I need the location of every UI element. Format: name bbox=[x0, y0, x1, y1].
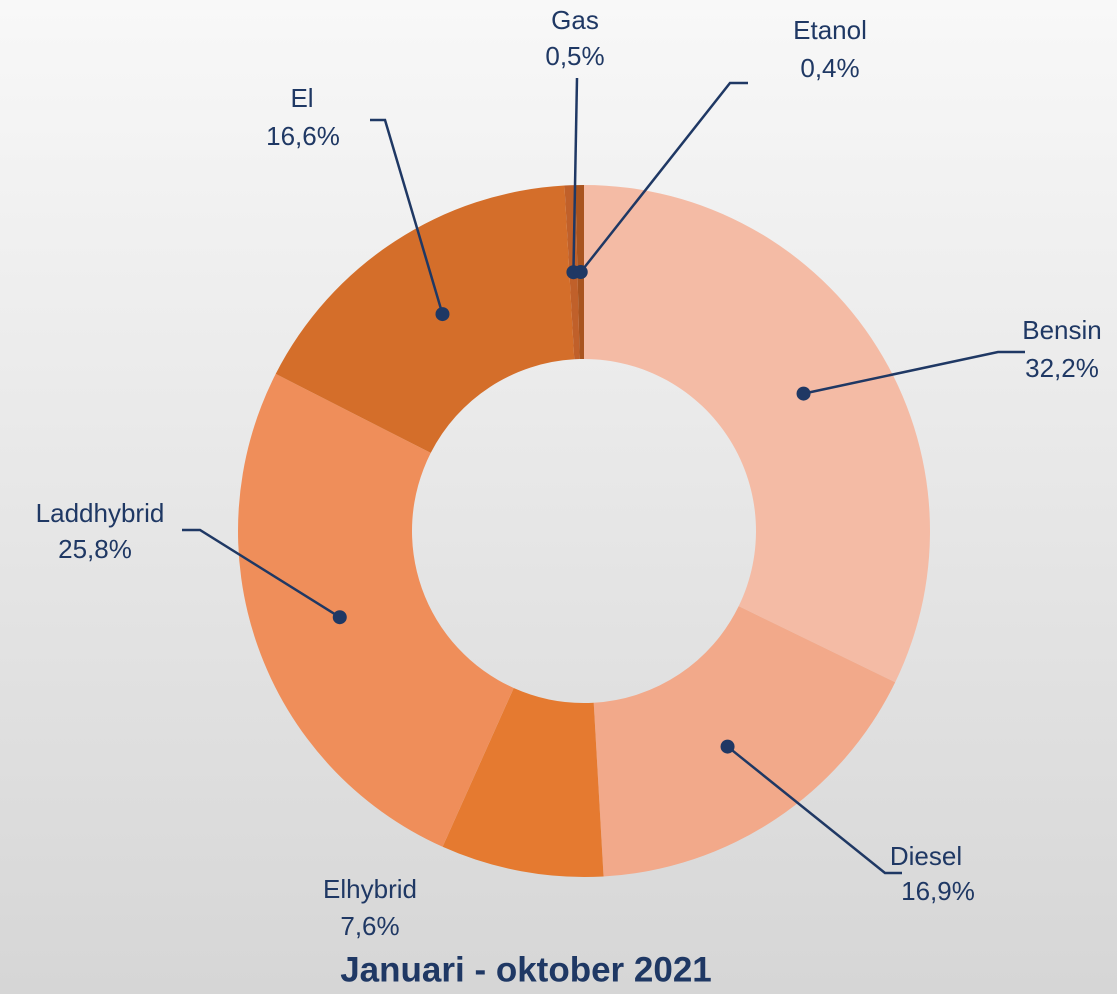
value-label: 16,6% bbox=[266, 121, 340, 151]
donut-slice bbox=[584, 185, 930, 683]
value-label: 0,4% bbox=[800, 53, 859, 83]
donut-slice bbox=[237, 373, 514, 847]
value-label: 7,6% bbox=[340, 911, 399, 941]
leader-line bbox=[803, 350, 1025, 395]
leader-line bbox=[572, 77, 579, 273]
leader-line bbox=[726, 745, 902, 875]
slice-label: El bbox=[290, 83, 313, 113]
leader-line bbox=[579, 81, 748, 273]
leader-line bbox=[182, 528, 341, 619]
donut-slice bbox=[275, 185, 575, 453]
leader-dot bbox=[796, 386, 811, 401]
slice-label: Gas bbox=[551, 5, 599, 35]
leader-dot bbox=[720, 739, 735, 754]
leader-dot bbox=[435, 307, 450, 322]
slice-label: Diesel bbox=[890, 841, 962, 871]
slice-label: Elhybrid bbox=[323, 874, 417, 904]
leader-dot bbox=[573, 265, 588, 280]
slice-label: Etanol bbox=[793, 15, 867, 45]
donut-slice bbox=[593, 606, 896, 877]
value-label: 32,2% bbox=[1025, 353, 1099, 383]
leader-line bbox=[370, 118, 444, 315]
slice-label: Bensin bbox=[1022, 315, 1102, 345]
chart-title: Januari - oktober 2021 bbox=[340, 950, 712, 989]
value-label: 16,9% bbox=[901, 876, 975, 906]
slice-label: Laddhybrid bbox=[36, 498, 165, 528]
value-label: 25,8% bbox=[58, 534, 132, 564]
value-label: 0,5% bbox=[545, 41, 604, 71]
leader-dot bbox=[332, 610, 347, 625]
donut-slice bbox=[442, 687, 604, 877]
